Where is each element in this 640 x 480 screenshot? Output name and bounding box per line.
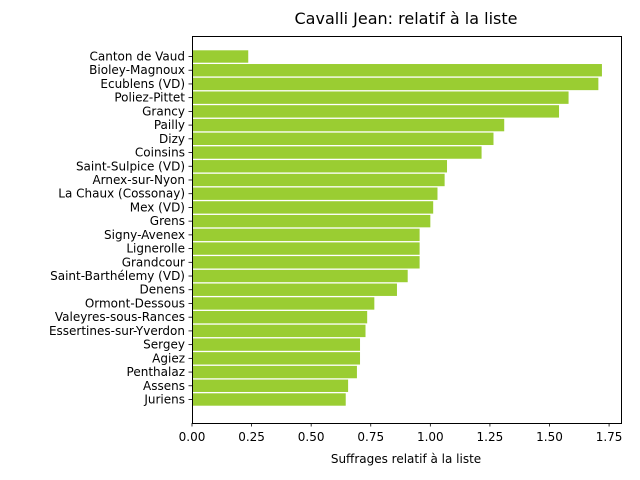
y-tick-label: Pailly [154, 118, 185, 132]
y-tick-label: Ormont-Dessous [85, 296, 185, 310]
y-tick-label: Canton de Vaud [90, 50, 185, 64]
y-tick-label: Mex (VD) [130, 200, 185, 214]
y-tick-label: Lignerolle [126, 242, 185, 256]
bar [192, 297, 375, 310]
bar [192, 105, 560, 118]
y-tick-label: Grandcour [122, 255, 185, 269]
y-tick-label: Grens [150, 214, 185, 228]
chart-title: Cavalli Jean: relatif à la liste [295, 9, 518, 28]
bar [192, 352, 361, 365]
x-tick-label: 0.75 [357, 430, 384, 444]
bar [192, 50, 249, 63]
y-tick-label: Assens [143, 379, 185, 393]
y-tick-label: Dizy [159, 132, 185, 146]
bars-group [192, 50, 602, 406]
x-tick-label: 0.25 [238, 430, 265, 444]
x-tick-label: 0.50 [298, 430, 325, 444]
y-tick-label: Agiez [152, 351, 185, 365]
y-tick-label: Arnex-sur-Nyon [92, 173, 185, 187]
x-axis-label: Suffrages relatif à la liste [331, 452, 481, 466]
bar [192, 256, 420, 269]
bar [192, 338, 361, 351]
y-tick-label: Coinsins [135, 146, 185, 160]
bar [192, 283, 397, 296]
bar [192, 173, 445, 187]
bar [192, 242, 420, 255]
bar [192, 324, 366, 338]
x-tick-label: 1.75 [596, 430, 623, 444]
x-tick-label: 1.50 [536, 430, 563, 444]
y-tick-label: Juriens [143, 393, 185, 407]
x-tick-label: 0.00 [179, 430, 206, 444]
y-tick-label: Signy-Avenex [104, 228, 185, 242]
bar [192, 146, 482, 159]
bar [192, 393, 346, 406]
bar [192, 118, 505, 132]
x-ticks: 0.00 0.25 0.50 0.75 1.00 1.25 1.50 1.75 [179, 423, 623, 444]
x-tick-label: 1.25 [477, 430, 504, 444]
bar [192, 228, 420, 242]
y-tick-label: Ecublens (VD) [100, 77, 185, 91]
y-tick-label: Saint-Barthélemy (VD) [50, 269, 185, 283]
y-tick-label: Essertines-sur-Yverdon [49, 324, 185, 338]
y-tick-label: Penthalaz [127, 365, 185, 379]
bar [192, 379, 349, 392]
bar [192, 77, 599, 91]
bar [192, 91, 569, 104]
y-tick-label: Denens [140, 283, 185, 297]
bar [192, 187, 438, 200]
axes-frame [192, 36, 622, 424]
bar [192, 365, 357, 379]
x-tick-label: 1.00 [417, 430, 444, 444]
bar [192, 160, 448, 173]
y-tick-label: Sergey [143, 338, 185, 352]
y-tick-label: Bioley-Magnoux [89, 63, 185, 77]
y-tick-label: Saint-Sulpice (VD) [76, 159, 185, 173]
y-tick-label: La Chaux (Cossonay) [58, 187, 185, 201]
bar [192, 269, 408, 283]
bar [192, 201, 434, 214]
bar [192, 214, 431, 228]
bar [192, 132, 494, 146]
y-tick-label: Poliez-Pittet [114, 91, 185, 105]
y-tick-label: Valeyres-sous-Rances [55, 310, 185, 324]
y-tick-label: Grancy [142, 104, 185, 118]
bar [192, 64, 602, 77]
bar [192, 310, 368, 324]
